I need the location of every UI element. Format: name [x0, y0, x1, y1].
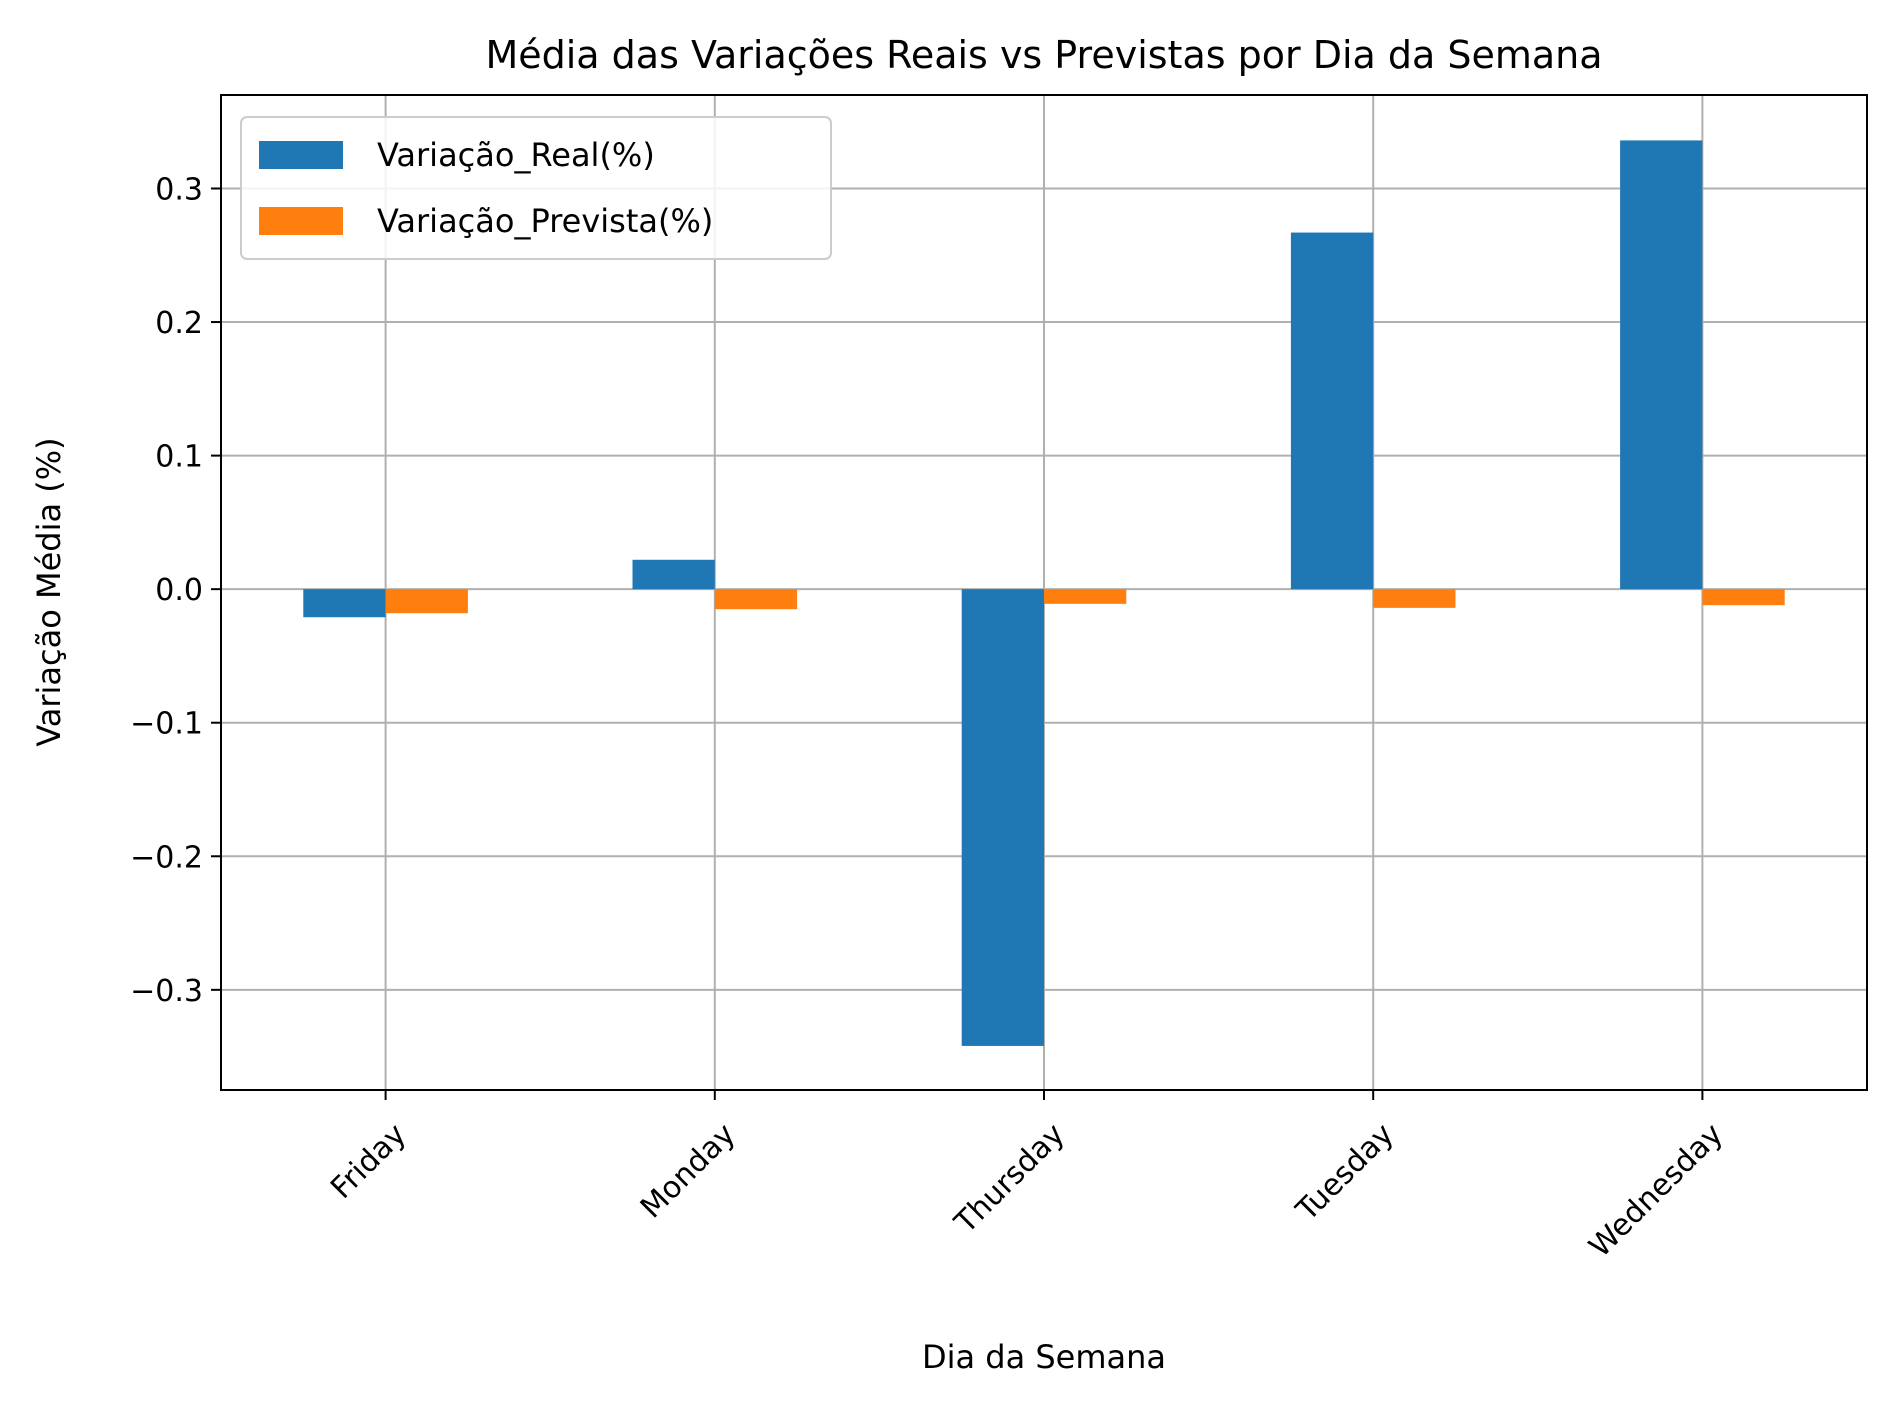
x-tick-label: Thursday	[948, 1117, 1072, 1241]
bar-real-tuesday	[1290, 232, 1374, 590]
x-axis-label: Dia da Semana	[922, 1338, 1166, 1376]
axis-ticks: −0.3 −0.2 −0.1 0.0 0.1 0.2 0.3 Friday Monday Thur…	[130, 172, 1730, 1264]
y-tick-label: 0.3	[155, 172, 203, 207]
y-tick-label: −0.2	[130, 840, 203, 875]
y-tick-label: −0.3	[130, 974, 203, 1009]
bar-real-wednesday	[1620, 140, 1703, 590]
legend-box	[240, 116, 832, 260]
y-tick-label: 0.1	[155, 440, 203, 475]
y-tick-label: 0.2	[155, 306, 203, 341]
legend-swatch	[259, 141, 343, 169]
bar-real-friday	[303, 589, 386, 618]
bar-prevista-friday	[385, 589, 468, 614]
legend-label: Variação_Prevista(%)	[377, 202, 713, 240]
bar-prevista-wednesday	[1702, 589, 1785, 606]
bar-prevista-thursday	[1044, 589, 1127, 604]
bars	[303, 140, 1785, 1046]
y-tick-label: 0.0	[155, 573, 203, 608]
bar-prevista-tuesday	[1373, 589, 1456, 608]
x-tick-label: Tuesday	[1289, 1117, 1401, 1229]
x-tick-label: Wednesday	[1582, 1117, 1730, 1265]
x-tick-label: Monday	[634, 1117, 742, 1225]
bar-real-monday	[632, 559, 715, 590]
legend-label: Variação_Real(%)	[377, 136, 655, 174]
legend: Variação_Real(%) Variação_Prevista(%)	[240, 116, 832, 260]
y-axis-label: Variação Média (%)	[30, 437, 68, 746]
bar-real-thursday	[961, 589, 1044, 1046]
legend-swatch	[259, 207, 343, 235]
chart-title: Média das Variações Reais vs Previstas p…	[485, 33, 1602, 77]
x-tick-label: Friday	[324, 1117, 413, 1206]
bar-prevista-monday	[714, 589, 798, 610]
y-tick-label: −0.1	[130, 707, 203, 742]
